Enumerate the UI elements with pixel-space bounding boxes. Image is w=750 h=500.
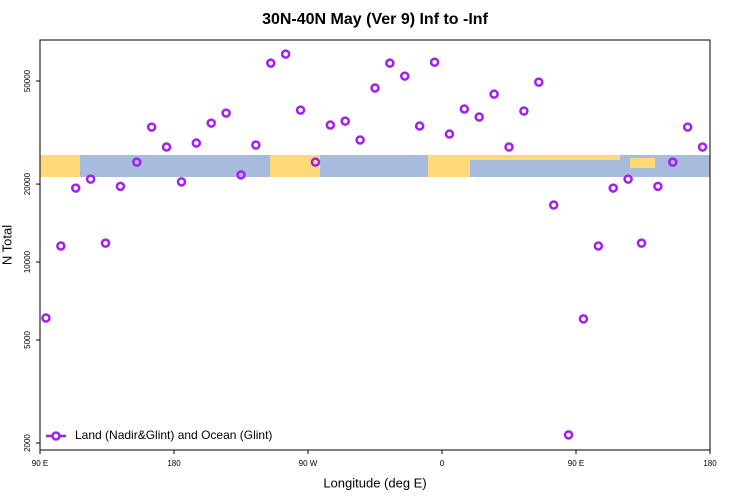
y-tick-label: 50000 (23, 69, 32, 92)
point (370, 83, 380, 93)
point (563, 430, 574, 440)
point (132, 157, 142, 167)
plot-frame (39, 39, 711, 451)
point (251, 140, 261, 150)
legend-label: Land (Nadir&Glint) and Ocean (Glint) (75, 428, 272, 442)
point (414, 121, 425, 131)
point (519, 106, 529, 116)
point (444, 129, 455, 139)
point (236, 170, 246, 180)
point (400, 71, 410, 81)
point (56, 241, 66, 251)
point (206, 118, 216, 128)
legend-marker (51, 431, 61, 441)
point (70, 183, 81, 193)
point (593, 241, 604, 251)
y-tick-label: 2000 (23, 434, 32, 452)
y-tick-label: 10000 (23, 250, 32, 273)
point (355, 135, 365, 145)
point (115, 181, 126, 192)
point (608, 183, 618, 193)
point (489, 89, 499, 99)
point (340, 116, 350, 126)
chart-title: 30N-40N May (Ver 9) Inf to -Inf (262, 11, 488, 28)
point (636, 238, 647, 248)
point (295, 105, 306, 115)
point (310, 157, 321, 167)
x-tick-label: 90 E (32, 459, 48, 468)
point (280, 49, 291, 59)
point (653, 181, 663, 192)
point (623, 174, 633, 184)
x-tick-label: 90 E (568, 459, 584, 468)
point (504, 142, 514, 152)
x-tick-label: 180 (167, 459, 181, 468)
point (474, 112, 484, 122)
point (41, 313, 51, 323)
y-tick-label: 5000 (23, 331, 32, 349)
point (668, 157, 678, 167)
point (429, 57, 440, 67)
point (161, 142, 172, 152)
point (385, 58, 395, 68)
x-tick-label: 0 (440, 459, 445, 468)
point (100, 238, 111, 248)
point (682, 122, 693, 132)
point (176, 177, 187, 187)
y-tick-label: 20000 (23, 172, 32, 195)
x-axis-label: Longitude (deg E) (323, 475, 426, 490)
point (266, 58, 276, 68)
y-axis-label: N Total (0, 225, 14, 265)
point (325, 120, 336, 130)
x-tick-label: 180 (703, 459, 717, 468)
point (697, 142, 708, 152)
point (85, 174, 96, 184)
point (459, 104, 470, 114)
point (146, 122, 157, 132)
x-tick-label: 90 W (299, 459, 318, 468)
point (221, 108, 231, 118)
map-strip (40, 155, 710, 177)
point (548, 200, 559, 210)
point (534, 77, 544, 87)
point (191, 138, 202, 148)
point (578, 314, 589, 324)
